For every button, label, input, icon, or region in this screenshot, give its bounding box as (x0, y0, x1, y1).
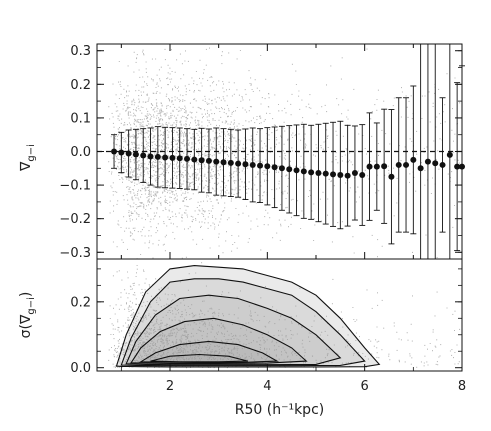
y-label-close: ) (18, 292, 34, 297)
y-tick-label: 0.1 (70, 111, 91, 126)
bottom-panel-frame (96, 258, 463, 372)
data-point (264, 163, 271, 170)
data-point (308, 169, 315, 176)
data-point (366, 163, 373, 170)
data-point (286, 166, 293, 173)
data-point (162, 154, 169, 161)
x-ticks: 2 4 6 8 (120, 364, 466, 394)
data-point (132, 151, 139, 158)
data-point (388, 173, 395, 180)
background-points (108, 47, 461, 260)
top-y-ticks: −0.3 −0.2 −0.1 0.0 0.1 0.2 0.3 (59, 44, 463, 261)
contour-level-1 (115, 265, 381, 368)
data-point (176, 155, 183, 162)
top-panel: −0.3 −0.2 −0.1 0.0 0.1 0.2 0.3 ∇g−i (18, 43, 465, 261)
data-point (271, 164, 278, 171)
data-point (125, 150, 132, 157)
data-point (446, 151, 453, 158)
contour-lines (115, 265, 381, 368)
data-point (191, 156, 198, 163)
y-label-subscript: g−i (26, 297, 37, 315)
y-tick-label: 0.0 (70, 361, 91, 376)
y-tick-label: −0.2 (59, 212, 91, 227)
contour-level-4 (130, 317, 308, 364)
bottom-y-ticks: 0.0 0.2 (70, 268, 462, 376)
data-point (205, 157, 212, 164)
data-point (169, 154, 176, 161)
data-point (351, 170, 358, 176)
data-point (220, 159, 227, 166)
x-tick-label: 4 (263, 379, 271, 394)
top-background-points (108, 47, 461, 260)
y-tick-label: 0.0 (70, 145, 91, 160)
data-point (140, 152, 147, 159)
y-tick-label: 0.2 (70, 78, 91, 93)
data-point (395, 161, 402, 168)
y-label-symbol: ∇ (18, 161, 34, 172)
bottom-panel: 0.0 0.2 2 4 6 8 σ(∇g−i) R50 (h⁻¹kpc) (18, 258, 466, 418)
y-tick-label: 0.3 (70, 44, 91, 59)
contour-level-3 (125, 294, 342, 366)
data-point (227, 159, 234, 166)
data-point (111, 148, 118, 155)
data-point (213, 158, 220, 165)
data-point (417, 165, 424, 172)
x-tick-label: 2 (166, 379, 174, 394)
data-point (315, 170, 322, 176)
data-point (322, 170, 329, 177)
y-tick-label: −0.3 (59, 246, 91, 261)
y-tick-label: −0.1 (59, 179, 91, 194)
data-point (359, 172, 366, 179)
data-point (118, 149, 125, 156)
data-point (330, 171, 337, 178)
data-point (184, 155, 191, 162)
x-axis-label: R50 (h⁻¹kpc) (235, 402, 324, 418)
data-point (242, 161, 249, 168)
y-tick-label: 0.2 (70, 295, 91, 310)
data-point (293, 167, 300, 174)
x-tick-label: 6 (361, 379, 369, 394)
y-label-main: σ(∇ (18, 314, 34, 338)
data-point (424, 158, 431, 165)
data-point (147, 153, 154, 160)
data-point (344, 172, 351, 179)
data-point (235, 160, 242, 167)
y-label-subscript: g−i (26, 144, 37, 162)
data-point (439, 161, 446, 168)
data-point (300, 168, 307, 175)
data-point (432, 160, 439, 167)
bottom-y-axis-label: σ(∇g−i) (18, 292, 37, 339)
data-point (278, 165, 285, 172)
data-point (373, 163, 380, 170)
contour-level-6 (150, 353, 249, 363)
data-point (154, 153, 161, 160)
data-point (249, 161, 256, 168)
data-point (410, 156, 417, 163)
data-point (257, 162, 264, 169)
top-y-axis-label: ∇g−i (18, 144, 37, 172)
data-point (381, 163, 388, 170)
data-point (403, 161, 410, 168)
data-point (337, 172, 344, 179)
x-tick-label: 8 (458, 379, 466, 394)
data-point (198, 157, 205, 164)
